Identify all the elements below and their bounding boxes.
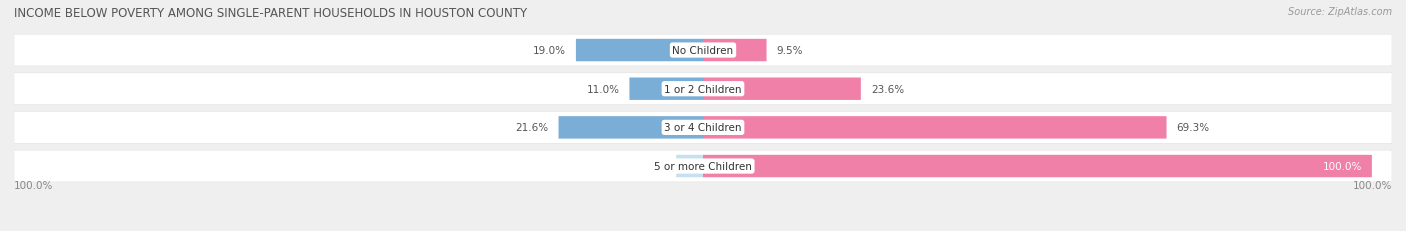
FancyBboxPatch shape xyxy=(703,78,860,100)
FancyBboxPatch shape xyxy=(14,151,1392,182)
Text: 100.0%: 100.0% xyxy=(14,181,53,191)
Text: 69.3%: 69.3% xyxy=(1177,123,1209,133)
Text: 11.0%: 11.0% xyxy=(586,84,620,94)
Text: 23.6%: 23.6% xyxy=(870,84,904,94)
FancyBboxPatch shape xyxy=(558,117,703,139)
Text: No Children: No Children xyxy=(672,46,734,56)
Text: 0.0%: 0.0% xyxy=(666,161,693,171)
FancyBboxPatch shape xyxy=(676,155,703,177)
FancyBboxPatch shape xyxy=(14,35,1392,67)
Text: 100.0%: 100.0% xyxy=(1323,161,1362,171)
FancyBboxPatch shape xyxy=(14,73,1392,105)
Text: 21.6%: 21.6% xyxy=(516,123,548,133)
FancyBboxPatch shape xyxy=(703,155,1372,177)
FancyBboxPatch shape xyxy=(14,112,1392,144)
Text: Source: ZipAtlas.com: Source: ZipAtlas.com xyxy=(1288,7,1392,17)
FancyBboxPatch shape xyxy=(576,40,703,62)
FancyBboxPatch shape xyxy=(703,40,766,62)
Text: 5 or more Children: 5 or more Children xyxy=(654,161,752,171)
Text: 9.5%: 9.5% xyxy=(776,46,803,56)
Text: 19.0%: 19.0% xyxy=(533,46,565,56)
Text: INCOME BELOW POVERTY AMONG SINGLE-PARENT HOUSEHOLDS IN HOUSTON COUNTY: INCOME BELOW POVERTY AMONG SINGLE-PARENT… xyxy=(14,7,527,20)
FancyBboxPatch shape xyxy=(630,78,703,100)
FancyBboxPatch shape xyxy=(703,117,1167,139)
Text: 1 or 2 Children: 1 or 2 Children xyxy=(664,84,742,94)
Text: 100.0%: 100.0% xyxy=(1353,181,1392,191)
Text: 3 or 4 Children: 3 or 4 Children xyxy=(664,123,742,133)
